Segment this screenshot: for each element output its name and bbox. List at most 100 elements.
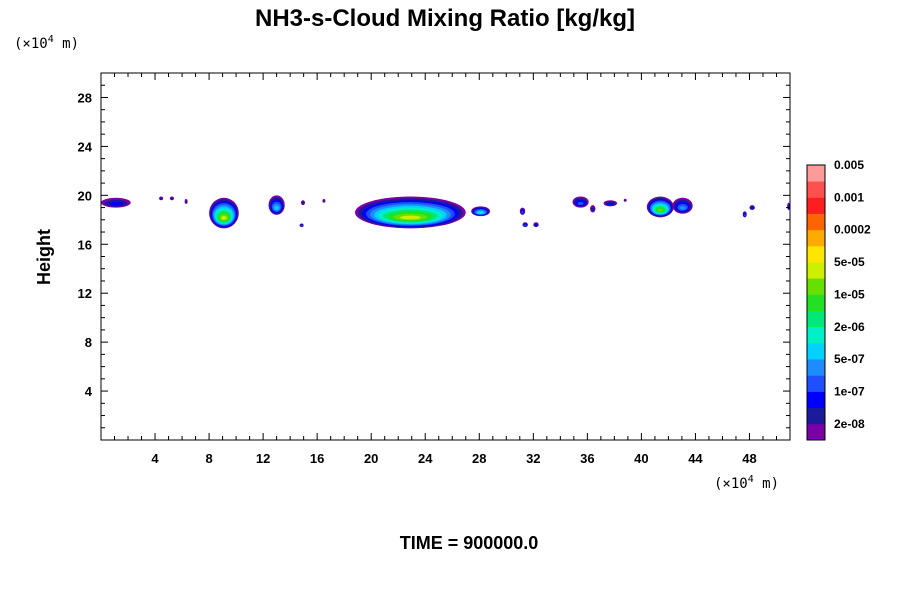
- cloud-contour: [322, 200, 325, 203]
- colorbar-segment: [807, 262, 825, 279]
- cloud-contour: [108, 201, 123, 206]
- cloud-patch: [471, 206, 491, 217]
- x-axis-unit: (×104 m): [714, 474, 779, 492]
- cloud-patch: [322, 199, 326, 203]
- colorbar-segment: [807, 294, 825, 311]
- colorbar-label: 0.001: [834, 190, 864, 204]
- cloud-contour: [534, 224, 538, 227]
- colorbar-segment: [807, 165, 825, 182]
- cloud-patch: [299, 223, 304, 228]
- y-axis-label: Height: [34, 229, 54, 285]
- cloud-contour: [300, 224, 303, 227]
- cloud-patch: [533, 222, 539, 228]
- cloud-contour: [170, 197, 174, 200]
- cloud-contour: [577, 201, 584, 206]
- cloud-contour: [159, 197, 163, 200]
- cloud-patch: [749, 205, 755, 211]
- plot-frame: [100, 72, 791, 441]
- cloud-contour: [185, 200, 188, 204]
- cloud-contour: [478, 211, 484, 214]
- cloud-patch: [623, 198, 627, 202]
- colorbar-frame: [806, 164, 826, 441]
- colorbar-segment: [807, 407, 825, 425]
- cloud-patch: [209, 197, 239, 229]
- colorbar-segment: [807, 181, 825, 198]
- colorbar-segment: [807, 375, 825, 392]
- colorbar-segment: [807, 213, 825, 231]
- y-axis-unit: (×104 m): [14, 34, 79, 52]
- cloud-patch: [354, 196, 466, 229]
- cloud-patch: [184, 199, 188, 204]
- cloud-patch: [169, 196, 174, 201]
- cloud-contour: [521, 211, 524, 214]
- colorbar: 2e-08 1e-07 5e-07 2e-06 1e-05 5e-05 0.0002 0.00…: [806, 158, 871, 441]
- colorbar-segment: [807, 391, 825, 409]
- time-label: TIME = 900000.0: [400, 533, 539, 553]
- cloud-patch: [101, 197, 131, 208]
- cloud-contour: [221, 216, 227, 220]
- cloud-contour: [743, 214, 746, 216]
- cloud-patch: [590, 205, 596, 213]
- colorbar-segment: [807, 278, 825, 295]
- y-tick-label: 4: [85, 384, 93, 399]
- x-tick-label: 40: [634, 451, 648, 466]
- cloud-patch: [522, 222, 528, 228]
- cloud-patch: [646, 196, 674, 218]
- cloud-contour: [624, 199, 627, 202]
- x-tick-label: 32: [526, 451, 540, 466]
- x-tick-label: 36: [580, 451, 594, 466]
- colorbar-label: 2e-06: [834, 320, 865, 334]
- y-tick-label: 8: [85, 335, 92, 350]
- colorbar-segment: [807, 423, 825, 441]
- cloud-patch: [159, 196, 164, 201]
- colorbar-segment: [807, 245, 825, 263]
- colorbar-label: 5e-07: [834, 352, 865, 366]
- cloud-patch: [672, 197, 693, 214]
- cloud-contour: [524, 224, 527, 227]
- x-tick-label: 8: [205, 451, 212, 466]
- cloud-patch: [268, 195, 285, 215]
- cloud-contour: [607, 202, 614, 206]
- cloud-patch: [742, 211, 747, 218]
- colorbar-segment: [807, 326, 825, 344]
- colorbar-label: 5e-05: [834, 255, 865, 269]
- cloud-patch: [603, 200, 618, 207]
- y-tick-label: 16: [78, 237, 92, 252]
- colorbar-segment: [807, 359, 825, 376]
- cloud-patch: [572, 196, 589, 208]
- y-tick-label: 28: [78, 90, 92, 105]
- x-tick-label: 4: [151, 451, 159, 466]
- cloud-contour: [679, 206, 686, 210]
- colorbar-segment: [807, 197, 825, 214]
- cloud-contour: [657, 208, 664, 212]
- colorbar-segment: [807, 229, 825, 247]
- colorbar-label: 1e-05: [834, 287, 865, 301]
- plot-data-layer: [101, 195, 791, 229]
- x-tick-label: 12: [256, 451, 270, 466]
- colorbar-label: 1e-07: [834, 384, 865, 398]
- x-tick-label: 20: [364, 451, 378, 466]
- x-tick-label: 16: [310, 451, 324, 466]
- y-tick-label: 24: [78, 139, 93, 154]
- colorbar-label: 0.005: [834, 158, 864, 172]
- cloud-patch: [519, 207, 526, 215]
- cloud-contour: [301, 201, 305, 205]
- colorbar-label: 0.0002: [834, 223, 871, 237]
- x-tick-label: 28: [472, 451, 486, 466]
- cloud-contour: [591, 207, 595, 212]
- x-tick-label: 24: [418, 451, 433, 466]
- colorbar-segment: [807, 342, 825, 360]
- x-tick-label: 48: [742, 451, 756, 466]
- cloud-contour: [400, 215, 421, 220]
- y-tick-label: 20: [78, 188, 92, 203]
- cloud-contour: [274, 206, 279, 210]
- cloud-contour: [750, 207, 754, 210]
- x-tick-label: 44: [688, 451, 703, 466]
- y-tick-label: 12: [78, 286, 92, 301]
- colorbar-label: 2e-08: [834, 417, 865, 431]
- colorbar-segment: [807, 310, 825, 328]
- chart-title: NH3-s-Cloud Mixing Ratio [kg/kg]: [255, 5, 635, 32]
- cloud-patch: [300, 200, 305, 206]
